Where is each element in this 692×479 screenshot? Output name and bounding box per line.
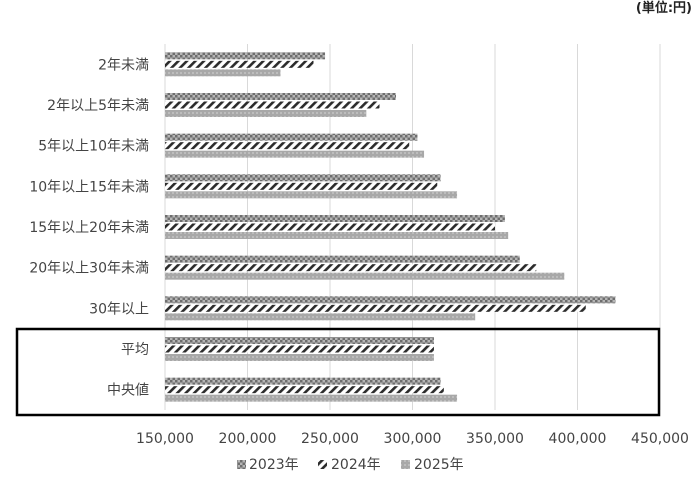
legend-item-2024: 2024年 <box>318 457 381 473</box>
category-labels: 2年未満 2年以上5年未満 5年以上10年未満 10年以上15年未満 15年以上20年未… <box>29 57 149 398</box>
bar-2024--5 <box>165 264 537 272</box>
bar-2024--4 <box>165 223 495 231</box>
category-label: 30年以上 <box>89 301 149 317</box>
x-tick-label: 300,000 <box>384 431 442 447</box>
category-label: 5年以上10年未満 <box>38 139 149 155</box>
bar-2024--6 <box>165 304 586 312</box>
bar-2023--8 <box>165 377 441 385</box>
legend: 2023年 2024年 2025年 <box>237 457 464 473</box>
legend-label-2024: 2024年 <box>331 457 381 473</box>
legend-swatch-2023 <box>237 460 246 469</box>
bar-2024--3 <box>165 182 438 190</box>
bar-2025--5 <box>165 272 565 280</box>
x-tick-label: 400,000 <box>549 431 607 447</box>
bar-2025--2 <box>165 150 425 158</box>
x-tick-label: 350,000 <box>466 431 524 447</box>
bar-2025--0 <box>165 69 281 77</box>
bar-2025--8 <box>165 394 458 402</box>
bar-2023--0 <box>165 52 326 60</box>
bar-2023--4 <box>165 215 505 222</box>
bar-2023--2 <box>165 133 418 141</box>
legend-swatch-2025 <box>401 460 410 469</box>
category-label: 15年以上20年未満 <box>29 220 149 236</box>
bar-2023--3 <box>165 174 441 182</box>
x-tick-label: 250,000 <box>301 431 359 447</box>
bar-2024--7 <box>165 345 434 353</box>
bar-2023--7 <box>165 337 434 344</box>
bar-2025--4 <box>165 232 509 239</box>
bar-2025--6 <box>165 313 476 321</box>
bar-2025--1 <box>165 110 367 117</box>
legend-label-2023: 2023年 <box>249 457 299 473</box>
bar-2024--0 <box>165 60 314 68</box>
bar-2025--7 <box>165 354 434 361</box>
bar-2025--3 <box>165 191 458 199</box>
category-label: 2年未満 <box>98 57 149 73</box>
bar-2023--6 <box>165 296 616 304</box>
bar-2023--1 <box>165 93 396 100</box>
category-label: 2年以上5年未満 <box>47 98 149 114</box>
x-axis-ticks: 150,000 200,000 250,000 300,000 350,000 400,0… <box>136 431 689 447</box>
legend-item-2023: 2023年 <box>237 457 299 473</box>
category-label: 20年以上30年未満 <box>29 261 149 277</box>
legend-label-2025: 2025年 <box>414 457 464 473</box>
bar-2024--2 <box>165 142 410 150</box>
highlight-box <box>15 327 661 417</box>
x-tick-label: 200,000 <box>219 431 277 447</box>
legend-swatch-2024 <box>318 460 327 469</box>
x-tick-label: 150,000 <box>136 431 194 447</box>
category-label: 平均 <box>121 342 149 358</box>
x-tick-label: 450,000 <box>631 431 689 447</box>
bar-2024--8 <box>165 386 444 394</box>
bar-2023--5 <box>165 255 520 263</box>
bars <box>165 52 616 402</box>
unit-note: (単位:円) <box>636 0 692 16</box>
category-label: 10年以上15年未満 <box>29 179 149 195</box>
legend-item-2025: 2025年 <box>401 457 464 473</box>
category-label: 中央値 <box>107 383 149 399</box>
bar-2024--1 <box>165 101 380 109</box>
